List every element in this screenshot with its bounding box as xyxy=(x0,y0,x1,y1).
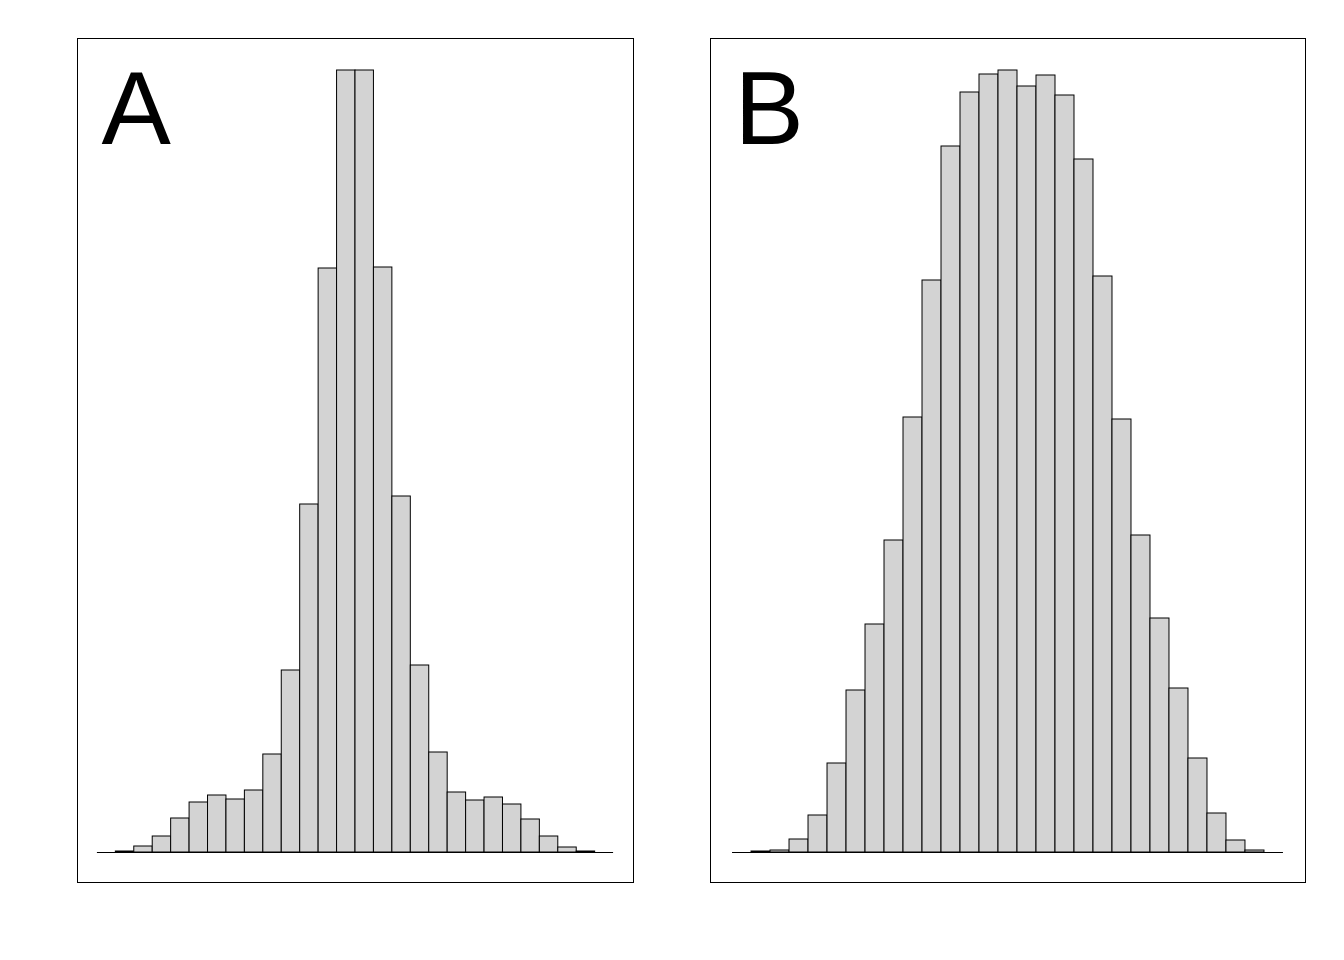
svg-text:B: B xyxy=(735,50,804,166)
svg-text:A: A xyxy=(102,50,172,166)
